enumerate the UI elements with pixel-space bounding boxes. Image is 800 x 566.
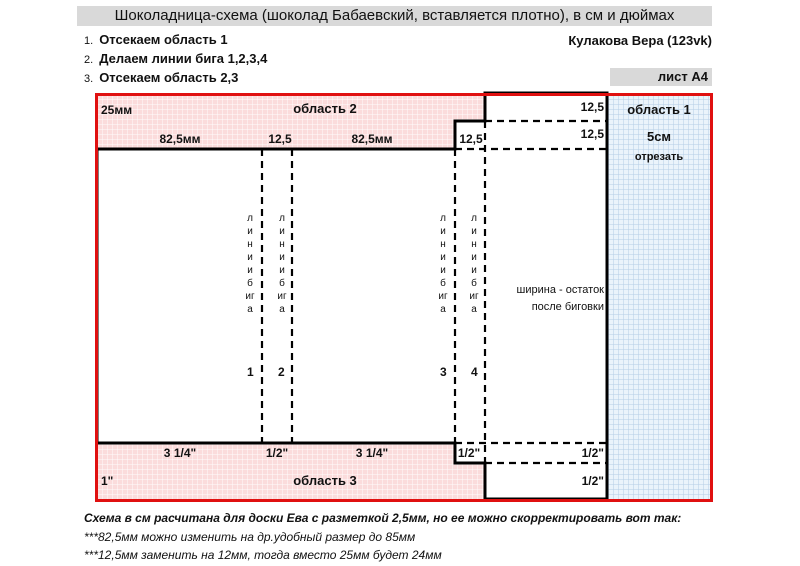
cut-area-1 xyxy=(608,95,710,500)
area3-label: область 3 xyxy=(293,473,357,488)
fold-label-2: линии бига xyxy=(277,213,287,315)
step-2: 2. Делаем линии бига 1,2,3,4 xyxy=(84,51,268,66)
width-note: ширина - остаток после биговки xyxy=(516,284,604,313)
dim-bottom-right-2: 1/2" xyxy=(581,474,604,488)
dim-in-w3: 3 1/4" xyxy=(355,446,389,460)
fold-label-1: линии бига xyxy=(245,213,255,315)
step-3: 3. Отсекаем область 2,3 xyxy=(84,70,239,85)
dim-bottom-right-1: 1/2" xyxy=(581,446,604,460)
area3-height: 1" xyxy=(101,474,114,488)
dim-w3: 82,5мм xyxy=(351,132,393,146)
fold-number-2: 2 xyxy=(278,365,285,379)
step-1: 1. Отсекаем область 1 xyxy=(84,32,228,47)
fold-label-4: линии бига xyxy=(469,213,479,315)
dim-in-w1: 3 1/4" xyxy=(163,446,197,460)
footer-note: Схема в см расчитана для доски Ева с раз… xyxy=(84,511,682,525)
fold-number-1: 1 xyxy=(247,365,254,379)
author: Кулакова Вера (123vk) xyxy=(568,33,712,48)
page-title: Шоколадница-схема (шоколад Бабаевский, в… xyxy=(77,6,712,26)
dim-top-right-2: 12,5 xyxy=(580,127,604,141)
dim-w1: 82,5мм xyxy=(159,132,201,146)
footer-tip-1: ***82,5мм можно изменить на др.удобный р… xyxy=(84,530,416,544)
dim-top-right-1: 12,5 xyxy=(580,100,604,114)
dim-w4: 12,5 xyxy=(459,132,483,146)
footer-tip-2: ***12,5мм заменить на 12мм, тогда вместо… xyxy=(84,548,442,562)
area1-action: отрезать xyxy=(634,151,684,163)
dim-in-w4: 1/2" xyxy=(457,446,481,460)
dim-in-w2: 1/2" xyxy=(265,446,289,460)
area2-height: 25мм xyxy=(101,103,133,117)
area1-label: область 1 xyxy=(627,102,691,117)
sheet-size: лист А4 xyxy=(610,68,712,86)
area2-label: область 2 xyxy=(293,101,357,116)
area1-size: 5см xyxy=(646,129,672,144)
dim-w2: 12,5 xyxy=(268,132,292,146)
fold-number-4: 4 xyxy=(471,365,478,379)
fold-label-3: линии бига xyxy=(438,213,448,315)
fold-number-3: 3 xyxy=(440,365,447,379)
sheet-frame xyxy=(95,93,713,502)
